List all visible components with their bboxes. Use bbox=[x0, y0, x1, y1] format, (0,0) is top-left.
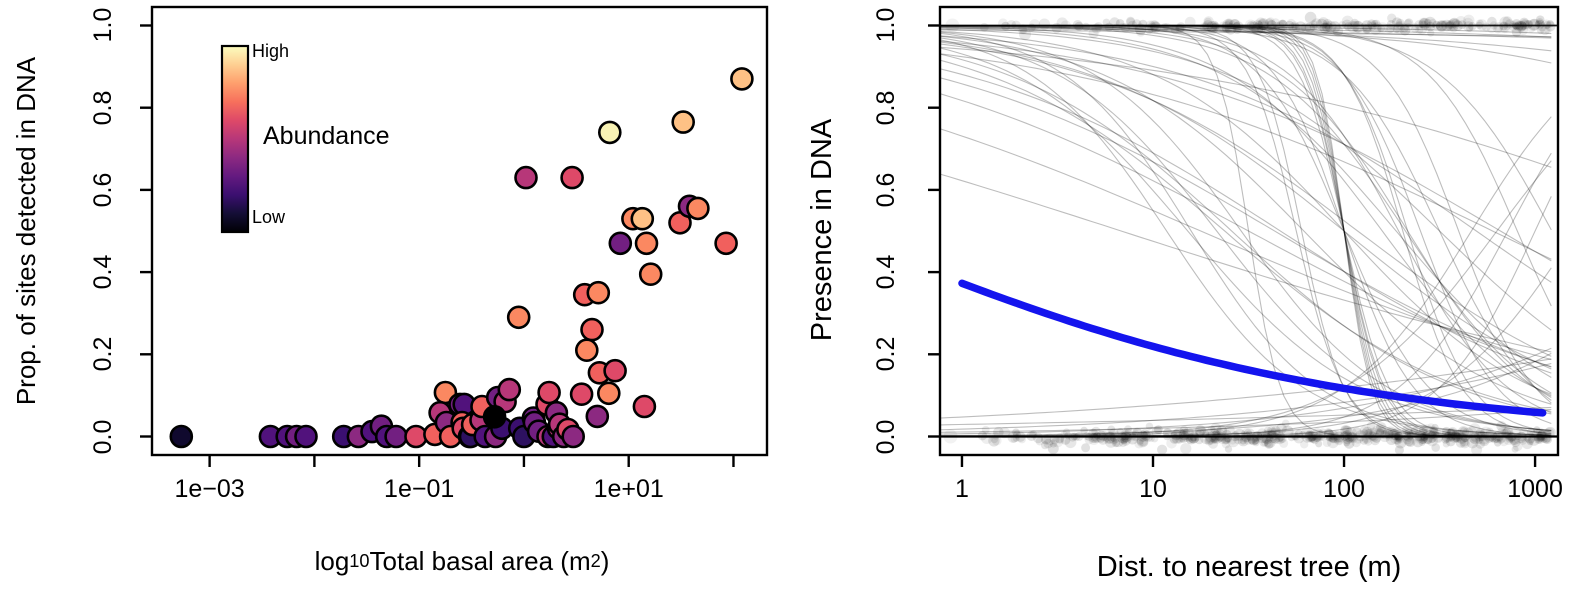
abundance-colorbar bbox=[220, 44, 250, 234]
blue-mean-curve bbox=[958, 279, 1547, 417]
left-scatter-points bbox=[169, 67, 754, 449]
right-panel-border bbox=[938, 5, 1560, 457]
left-panel-border bbox=[150, 5, 769, 457]
right-panel-content bbox=[940, 11, 1558, 455]
